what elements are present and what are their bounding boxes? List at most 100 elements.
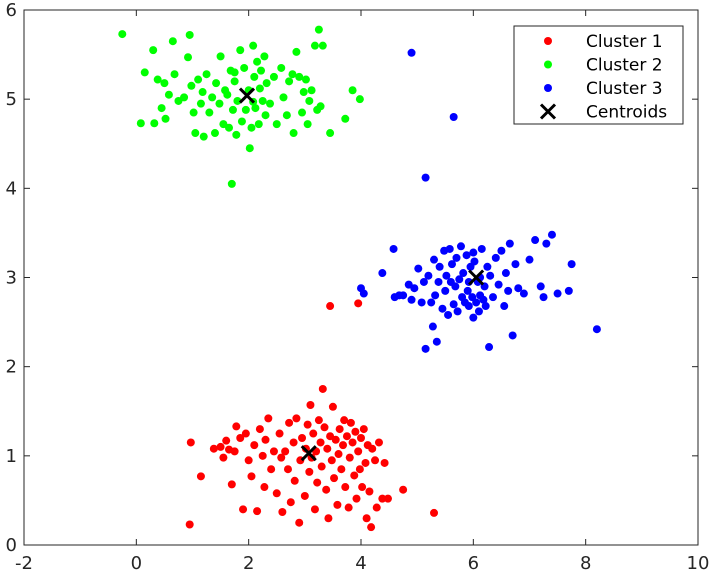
- cluster-1-point: [219, 453, 228, 462]
- cluster-3-point: [462, 251, 471, 260]
- cluster-1-point: [260, 483, 269, 492]
- cluster-3-point: [359, 289, 368, 298]
- cluster-2-point: [237, 117, 246, 126]
- cluster-2-point: [150, 119, 159, 128]
- cluster-3-point: [378, 269, 387, 278]
- cluster-1-point: [196, 472, 205, 481]
- cluster-3-point: [486, 271, 495, 280]
- cluster-2-point: [191, 129, 200, 138]
- cluster-1-point: [232, 422, 241, 431]
- cluster-2-point: [314, 25, 323, 34]
- cluster-1-point: [334, 450, 343, 459]
- y-tick-label: 6: [6, 0, 17, 21]
- cluster-3-point: [519, 289, 528, 298]
- x-tick-label: 2: [243, 553, 254, 574]
- cluster-1-point: [331, 435, 340, 444]
- cluster-1-point: [337, 465, 346, 474]
- cluster-1-point: [354, 299, 363, 308]
- cluster-3-point: [483, 262, 492, 271]
- cluster-2-point: [230, 77, 239, 86]
- cluster-3-point: [505, 239, 514, 248]
- cluster-2-point: [227, 179, 236, 188]
- cluster-2-point: [232, 130, 241, 139]
- data-marks: [118, 25, 601, 532]
- legend-marker-cluster-3: [544, 84, 552, 92]
- cluster-3-point: [407, 295, 416, 304]
- cluster-1-point: [255, 425, 264, 434]
- cluster-3-point: [531, 236, 540, 245]
- cluster-3-point: [553, 289, 562, 298]
- cluster-3-point: [564, 286, 573, 295]
- cluster-2-point: [258, 96, 267, 105]
- cluster-2-point: [170, 70, 179, 79]
- cluster-2-point: [326, 129, 335, 138]
- cluster-1-point: [372, 503, 381, 512]
- cluster-3-point: [501, 269, 510, 278]
- legend-marker-centroids: [539, 103, 557, 120]
- cluster-1-point: [346, 418, 355, 427]
- cluster-1-point: [253, 507, 262, 516]
- cluster-2-point: [230, 68, 239, 77]
- cluster-2-point: [160, 79, 169, 88]
- cluster-3-point: [449, 113, 458, 121]
- cluster-2-point: [254, 120, 263, 129]
- x-tick-label: 8: [580, 553, 591, 574]
- cluster-3-point: [417, 298, 426, 307]
- cluster-1-point: [186, 438, 195, 447]
- cluster-3-point: [421, 344, 430, 353]
- cluster-1-point: [378, 494, 387, 503]
- cluster-1-point: [359, 425, 368, 434]
- cluster-3-point: [428, 322, 437, 331]
- cluster-3-point: [488, 293, 497, 302]
- cluster-2-point: [299, 88, 308, 97]
- cluster-1-point: [244, 456, 253, 465]
- cluster-1-point: [317, 462, 326, 471]
- cluster-3-point: [500, 302, 509, 311]
- cluster-3-point: [504, 286, 513, 295]
- cluster-1-point: [247, 472, 256, 481]
- cluster-3-point: [447, 260, 456, 269]
- cluster-2-point: [257, 66, 266, 75]
- cluster-2-point: [318, 41, 327, 50]
- cluster-3-point: [434, 277, 443, 286]
- cluster-2-point: [260, 52, 269, 61]
- cluster-2-point: [341, 114, 350, 123]
- cluster-1-point: [320, 423, 329, 432]
- cluster-3-point: [485, 343, 494, 352]
- cluster-3-point: [470, 257, 479, 266]
- cluster-2-point: [161, 114, 170, 123]
- cluster-1-point: [380, 458, 389, 467]
- cluster-3-point: [459, 269, 468, 278]
- cluster-1-point: [399, 485, 408, 494]
- y-tick-label: 1: [6, 446, 17, 467]
- cluster-1-point: [264, 414, 273, 423]
- cluster-2-point: [269, 72, 278, 81]
- cluster-2-point: [168, 37, 177, 46]
- legend-label: Cluster 2: [586, 56, 663, 76]
- cluster-3-point: [421, 173, 430, 182]
- cluster-1-point: [345, 453, 354, 462]
- cluster-1-point: [352, 494, 361, 503]
- cluster-2-point: [157, 104, 166, 113]
- cluster-2-point: [245, 144, 254, 153]
- cluster-3-point: [463, 286, 472, 295]
- y-tick-label: 0: [6, 535, 17, 556]
- cluster-2-point: [272, 120, 281, 129]
- cluster-3-point: [494, 280, 503, 289]
- cluster-1-point: [333, 500, 342, 509]
- cluster-2-point: [348, 86, 357, 95]
- cluster-3-point: [536, 282, 545, 291]
- cluster-1-point: [222, 436, 231, 445]
- cluster-2-point: [228, 105, 237, 114]
- cluster-3-point: [469, 248, 478, 257]
- legend-marker-cluster-2: [544, 60, 552, 69]
- cluster-2-point: [212, 79, 221, 88]
- y-tick-label: 3: [6, 268, 17, 289]
- cluster-3-point: [464, 302, 473, 311]
- cluster-2-point: [266, 99, 275, 108]
- cluster-1-point: [209, 444, 218, 453]
- cluster-2-point: [199, 132, 208, 141]
- cluster-2-point: [288, 70, 297, 79]
- legend-label: Cluster 1: [586, 32, 663, 52]
- cluster-2-point: [196, 99, 205, 108]
